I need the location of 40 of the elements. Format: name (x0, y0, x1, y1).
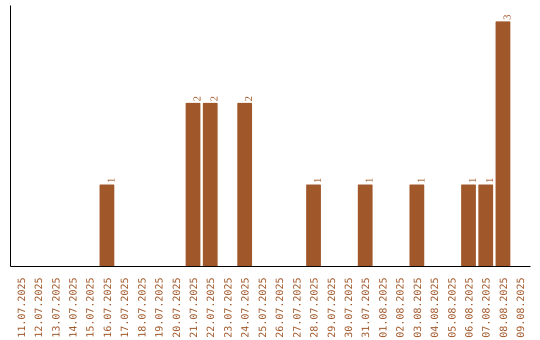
data-label: 2 (210, 96, 221, 102)
x-tick-label: 08.08.2025 (498, 277, 510, 338)
x-tick-label: 22.07.2025 (206, 277, 218, 338)
data-label: 1 (485, 178, 496, 183)
x-tick-label: 26.07.2025 (275, 277, 286, 338)
x-tick-label: 24.07.2025 (240, 277, 252, 338)
x-tick-label: 21.07.2025 (189, 277, 200, 338)
data-label: 1 (468, 178, 480, 183)
data-label: 1 (106, 178, 118, 183)
x-tick-label: 06.08.2025 (464, 277, 476, 338)
x-tick-label: 17.07.2025 (120, 277, 132, 338)
x-tick-label: 19.07.2025 (154, 277, 166, 338)
x-tick-label: 05.08.2025 (447, 277, 458, 338)
x-tick-label: 04.08.2025 (430, 277, 442, 338)
x-tick-label: 30.07.2025 (344, 277, 355, 338)
x-tick-label: 25.07.2025 (258, 277, 269, 338)
x-tick-label: 23.07.2025 (223, 277, 234, 338)
data-label: 3 (502, 14, 514, 20)
data-label: 2 (192, 96, 204, 102)
x-tick-label: 14.07.2025 (68, 277, 80, 338)
x-tick-label: 29.07.2025 (326, 277, 338, 338)
x-tick-label: 01.08.2025 (378, 277, 390, 338)
x-tick-label: 18.07.2025 (137, 277, 148, 338)
x-tick-label: 28.07.2025 (310, 277, 321, 338)
x-tick-label: 11.07.2025 (16, 277, 28, 338)
x-tick-label: 09.08.2025 (516, 277, 528, 338)
data-label: 1 (313, 178, 324, 183)
x-tick-label: 16.07.2025 (102, 277, 114, 338)
data-label: 1 (364, 178, 376, 183)
x-tick-label: 03.08.2025 (412, 277, 424, 338)
data-label: 2 (244, 96, 256, 102)
data-label: 1 (416, 178, 428, 183)
x-tick-label: 02.08.2025 (396, 277, 407, 338)
x-tick-label: 15.07.2025 (86, 277, 97, 338)
x-tick-label: 31.07.2025 (361, 277, 372, 338)
x-tick-label: 12.07.2025 (34, 277, 46, 338)
x-tick-label: 13.07.2025 (51, 277, 62, 338)
x-tick-label: 07.08.2025 (482, 277, 493, 338)
x-tick-label: 20.07.2025 (172, 277, 183, 338)
x-tick-label: 27.07.2025 (292, 277, 304, 338)
